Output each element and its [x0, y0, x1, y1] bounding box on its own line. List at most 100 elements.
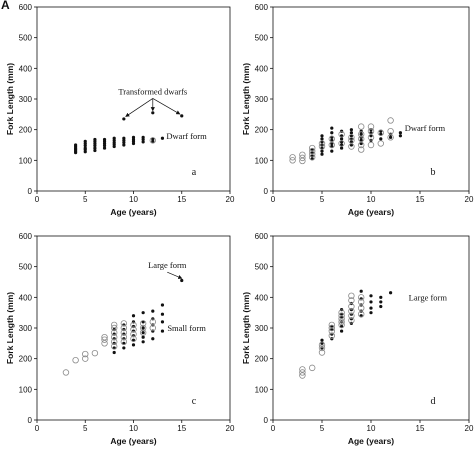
data-point-filled — [131, 343, 136, 347]
data-point-filled — [389, 291, 393, 295]
data-point-filled — [320, 338, 324, 342]
data-point-open — [358, 298, 365, 306]
panel-label: c — [192, 396, 197, 407]
data-point-open — [348, 143, 355, 150]
data-point-filled — [141, 135, 145, 139]
data-point-open — [149, 137, 156, 144]
y-tick-label: 300 — [19, 324, 33, 333]
y-tick-label: 200 — [19, 126, 33, 135]
data-point-open — [120, 324, 128, 332]
annotation-label: Dwarf form — [405, 123, 446, 133]
data-point-filled — [141, 331, 145, 335]
data-point-filled — [320, 149, 324, 153]
data-point-open — [387, 117, 394, 124]
annotation-label: Transformed dwarfs — [118, 86, 187, 96]
data-point-open — [328, 135, 335, 143]
data-point-open — [139, 320, 147, 327]
data-point-filled — [160, 136, 165, 140]
data-point-open — [110, 343, 118, 350]
data-point-open — [338, 321, 345, 329]
x-axis-label: Age (years) — [110, 207, 156, 217]
x-tick-label: 5 — [320, 424, 325, 433]
data-point-open — [338, 140, 345, 147]
data-point-filled — [151, 139, 155, 143]
data-point-open — [149, 324, 156, 332]
data-point-filled — [320, 134, 324, 138]
data-point-open — [338, 318, 345, 326]
data-point-filled — [349, 128, 353, 132]
annotation-arrow — [152, 98, 181, 115]
y-axis-label: Fork Length (mm) — [5, 63, 15, 135]
y-tick-label: 100 — [255, 385, 269, 394]
y-tick-label: 500 — [19, 263, 33, 272]
y-tick-label: 600 — [19, 3, 33, 12]
data-point-filled — [112, 350, 116, 355]
data-point-open — [387, 127, 394, 135]
data-point-filled — [340, 146, 344, 150]
annotation-label: Small form — [167, 323, 206, 333]
data-point-filled — [369, 300, 373, 304]
data-point-open — [328, 141, 335, 149]
data-point-filled — [359, 289, 363, 293]
data-point-open — [358, 146, 365, 153]
data-point-open — [348, 297, 355, 304]
annotation-arrow — [125, 98, 153, 117]
data-point-open — [289, 157, 296, 164]
data-point-open — [377, 129, 384, 136]
data-point-open — [82, 355, 89, 362]
annotation-arrow — [167, 271, 183, 279]
x-tick-label: 10 — [129, 424, 138, 433]
data-point-open — [328, 324, 335, 332]
data-point-open — [110, 334, 118, 341]
figure-letter: A — [1, 0, 10, 12]
data-point-open — [120, 334, 128, 341]
data-point-filled — [93, 146, 97, 150]
data-point-open — [358, 141, 365, 149]
data-point-open — [338, 315, 345, 322]
data-point-open — [309, 147, 316, 155]
data-point-open — [110, 324, 118, 332]
annotation-label: Large form — [409, 292, 448, 302]
data-point-open — [299, 366, 306, 373]
data-point-open — [348, 137, 355, 144]
data-point-open — [149, 318, 156, 326]
y-tick-label: 500 — [255, 263, 269, 272]
panel-label: a — [192, 167, 197, 178]
data-point-open — [367, 134, 375, 141]
annotation-label: Dwarf form — [166, 131, 207, 141]
x-tick-label: 20 — [465, 424, 474, 433]
y-tick-label: 0 — [28, 187, 33, 196]
data-point-filled — [320, 152, 324, 156]
data-point-open — [309, 150, 316, 158]
data-point-filled — [379, 295, 383, 299]
data-point-open — [309, 154, 316, 161]
data-point-filled — [369, 294, 373, 298]
data-point-filled — [160, 312, 165, 316]
data-point-filled — [160, 329, 165, 333]
data-point-open — [130, 330, 137, 338]
data-point-filled — [398, 131, 402, 135]
data-point-open — [367, 127, 375, 135]
data-point-filled — [74, 143, 78, 147]
data-point-open — [110, 338, 118, 345]
data-point-filled — [122, 136, 126, 140]
data-point-open — [387, 134, 394, 141]
y-tick-label: 300 — [255, 95, 269, 104]
data-point-filled — [340, 137, 344, 141]
data-point-filled — [349, 131, 353, 135]
y-tick-label: 100 — [19, 385, 33, 394]
y-tick-label: 300 — [19, 95, 33, 104]
data-point-open — [91, 349, 99, 357]
data-point-open — [328, 321, 335, 329]
data-point-filled — [93, 148, 97, 153]
y-axis-label: Fork Length (mm) — [5, 292, 15, 364]
x-axis-label: Age (years) — [110, 436, 156, 446]
data-point-filled — [141, 326, 145, 330]
data-point-open — [101, 340, 108, 347]
panel-label: d — [431, 396, 436, 407]
